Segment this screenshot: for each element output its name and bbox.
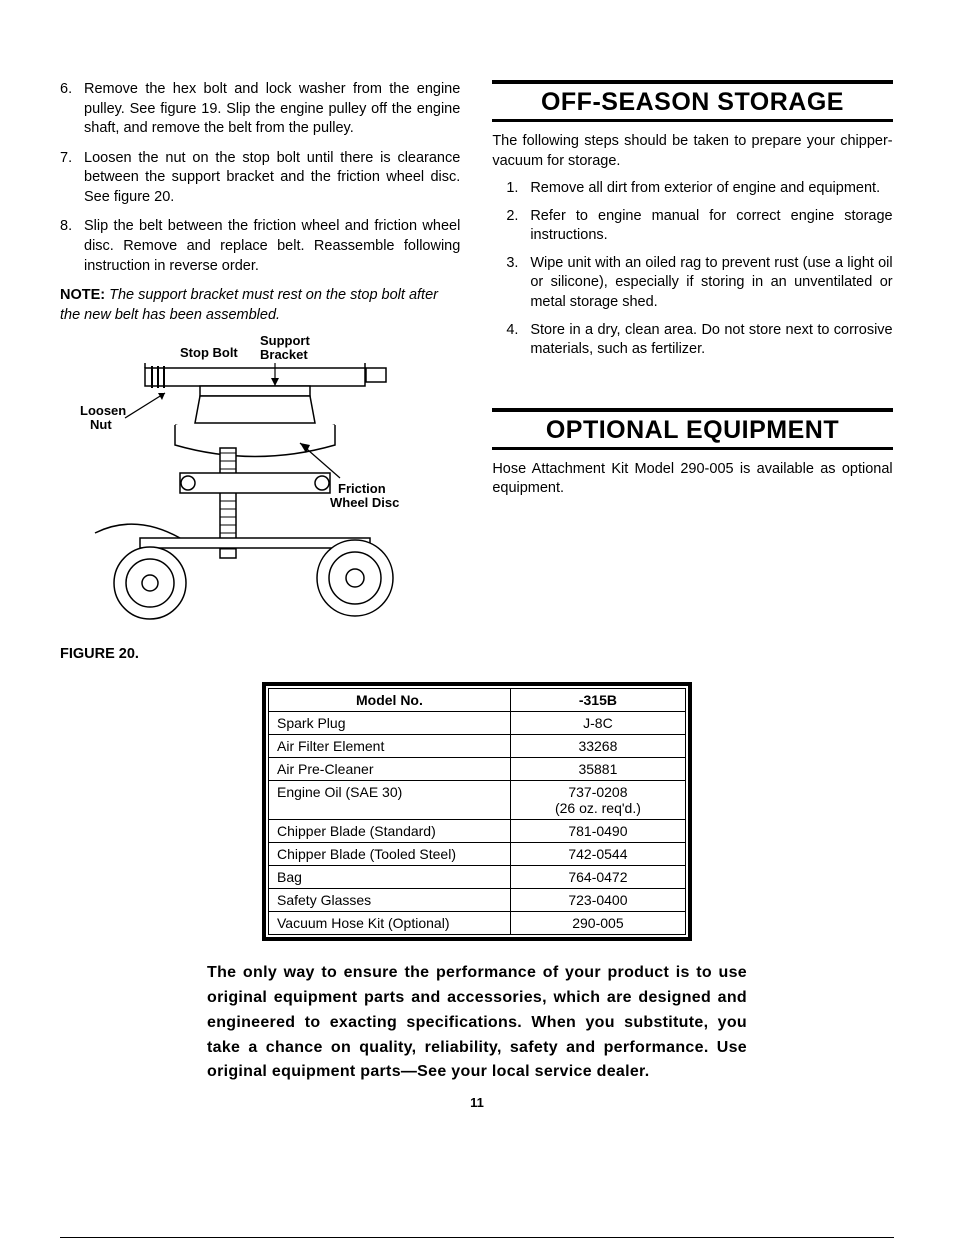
table-cell-value: 764-0472: [510, 866, 685, 889]
parts-table-body: Spark PlugJ-8CAir Filter Element33268Air…: [269, 712, 686, 935]
storage-step-2: 2.Refer to engine manual for correct eng…: [506, 207, 892, 246]
step-num: 3.: [506, 254, 522, 313]
table-cell-label: Spark Plug: [269, 712, 511, 735]
table-header-value: -315B: [510, 689, 685, 712]
figure-caption: FIGURE 20.: [60, 646, 460, 662]
label-bracket: Bracket: [260, 347, 308, 362]
table-cell-label: Chipper Blade (Standard): [269, 820, 511, 843]
table-cell-label: Chipper Blade (Tooled Steel): [269, 843, 511, 866]
step-num: 8.: [60, 217, 76, 276]
step-num: 7.: [60, 149, 76, 208]
footer-rule: [60, 1237, 894, 1238]
storage-steps: 1. Remove all dirt from exterior of engin…: [506, 179, 892, 360]
table-cell-value: 742-0544: [510, 843, 685, 866]
label-wheel-disc: Wheel Disc: [330, 495, 399, 510]
label-friction: Friction: [338, 481, 386, 496]
optional-title: OPTIONAL EQUIPMENT: [492, 416, 892, 445]
step-text: Loosen the nut on the stop bolt until th…: [84, 149, 460, 208]
parts-table: Model No. -315B Spark PlugJ-8CAir Filter…: [268, 688, 686, 935]
label-stop-bolt: Stop Bolt: [180, 345, 238, 360]
table-cell-value: 737-0208(26 oz. req'd.): [510, 781, 685, 820]
table-cell-value: 35881: [510, 758, 685, 781]
belt-steps-list: 6.Remove the hex bolt and lock washer fr…: [60, 80, 460, 276]
step-num: 6.: [60, 80, 76, 139]
table-row: Air Pre-Cleaner35881: [269, 758, 686, 781]
table-row: Air Filter Element33268: [269, 735, 686, 758]
figure-diagram: Stop Bolt Support Bracket Loosen Nut Fri…: [80, 333, 420, 633]
optional-equipment-heading: OPTIONAL EQUIPMENT: [492, 408, 892, 450]
table-cell-value: 290-005: [510, 912, 685, 935]
step-text: Remove the hex bolt and lock washer from…: [84, 80, 460, 139]
step-text: Refer to engine manual for correct engin…: [530, 207, 892, 246]
table-cell-value: 781-0490: [510, 820, 685, 843]
note: NOTE: The support bracket must rest on t…: [60, 286, 460, 325]
table-row: Bag764-0472: [269, 866, 686, 889]
left-column: 6.Remove the hex bolt and lock washer fr…: [60, 80, 460, 662]
table-cell-label: Engine Oil (SAE 30): [269, 781, 511, 820]
step-num: 1.: [506, 179, 522, 199]
optional-para: Hose Attachment Kit Model 290-005 is ava…: [492, 460, 892, 499]
table-cell-label: Vacuum Hose Kit (Optional): [269, 912, 511, 935]
storage-step-1: 1. Remove all dirt from exterior of engin…: [506, 179, 892, 199]
step-num: 4.: [506, 321, 522, 360]
off-season-title: OFF-SEASON STORAGE: [492, 88, 892, 117]
table-cell-label: Bag: [269, 866, 511, 889]
figure-20: Stop Bolt Support Bracket Loosen Nut Fri…: [80, 333, 460, 638]
table-cell-label: Air Pre-Cleaner: [269, 758, 511, 781]
step-7: 7.Loosen the nut on the stop bolt until …: [60, 149, 460, 208]
step-text: Remove all dirt from exterior of engine …: [530, 179, 880, 199]
storage-intro: The following steps should be taken to p…: [492, 132, 892, 171]
page-number: 11: [60, 1095, 894, 1110]
note-body: The support bracket must rest on the sto…: [60, 287, 438, 323]
table-cell-value: 723-0400: [510, 889, 685, 912]
table-row: Spark PlugJ-8C: [269, 712, 686, 735]
table-header-model: Model No.: [269, 689, 511, 712]
table-row: Engine Oil (SAE 30)737-0208(26 oz. req'd…: [269, 781, 686, 820]
step-text: Slip the belt between the friction wheel…: [84, 217, 460, 276]
table-row: Vacuum Hose Kit (Optional)290-005: [269, 912, 686, 935]
table-cell-value: 33268: [510, 735, 685, 758]
table-cell-label: Safety Glasses: [269, 889, 511, 912]
label-loosen: Loosen: [80, 403, 126, 418]
table-row: Chipper Blade (Tooled Steel)742-0544: [269, 843, 686, 866]
table-cell-label: Air Filter Element: [269, 735, 511, 758]
storage-step-3: 3.Wipe unit with an oiled rag to prevent…: [506, 254, 892, 313]
step-num: 2.: [506, 207, 522, 246]
parts-table-container: Model No. -315B Spark PlugJ-8CAir Filter…: [262, 682, 692, 941]
table-row: Chipper Blade (Standard)781-0490: [269, 820, 686, 843]
note-label: NOTE:: [60, 287, 105, 303]
label-nut: Nut: [90, 417, 112, 432]
table-cell-value: J-8C: [510, 712, 685, 735]
step-6: 6.Remove the hex bolt and lock washer fr…: [60, 80, 460, 139]
label-support: Support: [260, 333, 310, 348]
footer-warning: The only way to ensure the performance o…: [207, 961, 747, 1085]
off-season-heading: OFF-SEASON STORAGE: [492, 80, 892, 122]
step-8: 8.Slip the belt between the friction whe…: [60, 217, 460, 276]
table-row: Safety Glasses723-0400: [269, 889, 686, 912]
right-column: OFF-SEASON STORAGE The following steps s…: [492, 80, 892, 662]
step-text: Wipe unit with an oiled rag to prevent r…: [530, 254, 892, 313]
step-text: Store in a dry, clean area. Do not store…: [530, 321, 892, 360]
storage-step-4: 4.Store in a dry, clean area. Do not sto…: [506, 321, 892, 360]
